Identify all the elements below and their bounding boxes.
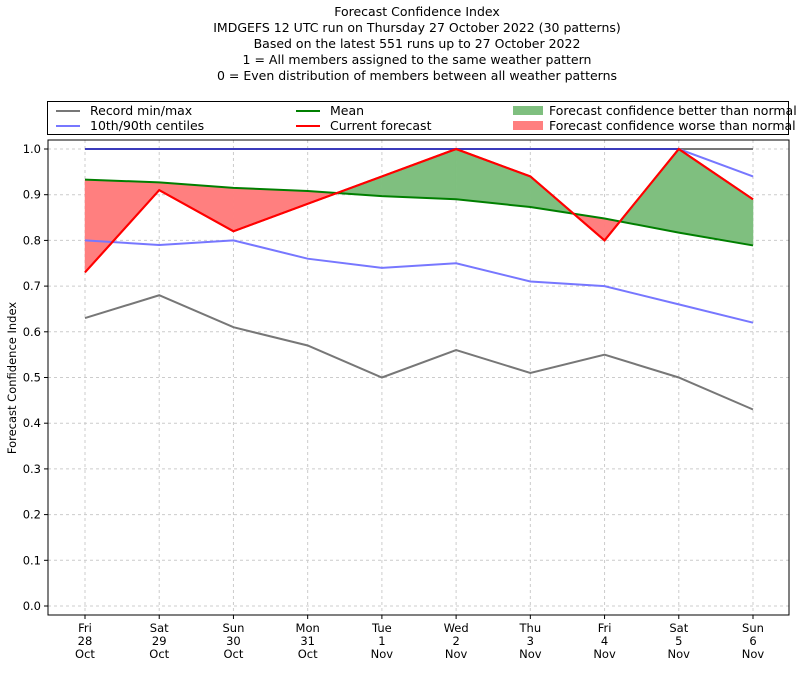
y-tick-label: 0.2 [23, 508, 41, 522]
x-tick-label: Sat [150, 621, 169, 635]
x-tick-label: 1 [378, 634, 385, 648]
legend-item-centiles: 10th/90th centiles [48, 118, 204, 133]
title-line-5: 0 = Even distribution of members between… [216, 68, 618, 83]
chart-title: Forecast Confidence Index IMDGEFS 12 UTC… [0, 4, 800, 84]
x-tick-label: Thu [519, 621, 542, 635]
legend-label: Mean [330, 103, 365, 118]
legend-swatch-centiles [56, 124, 80, 127]
legend-label: 10th/90th centiles [90, 118, 205, 133]
x-tick-label: 3 [527, 634, 534, 648]
x-tick-label: Sun [742, 621, 764, 635]
x-tick-label: Tue [371, 621, 392, 635]
title-line-4: 1 = All members assigned to the same wea… [242, 52, 592, 67]
fill-worse-than-normal [233, 187, 308, 232]
x-tick-label: 30 [226, 634, 241, 648]
legend-label: Forecast confidence worse than normal [549, 118, 796, 133]
legend-item-mean: Mean [288, 103, 364, 118]
fill-better-than-normal [455, 148, 531, 208]
x-tick-label: Nov [445, 647, 468, 661]
x-axis-ticks: Fri28OctSat29OctSun30OctMon31OctTue1NovW… [75, 615, 764, 661]
y-tick-label: 0.6 [23, 325, 41, 339]
legend-item-current-forecast: Current forecast [288, 118, 431, 133]
x-tick-label: Nov [668, 647, 691, 661]
title-line-2: IMDGEFS 12 UTC run on Thursday 27 Octobe… [213, 20, 621, 35]
y-axis-ticks: 0.0 0.1 0.2 0.3 0.4 0.5 0.6 0.7 0.8 0.9 1.0 [23, 142, 48, 613]
y-tick-label: 0.4 [23, 416, 41, 430]
x-tick-label: Sat [669, 621, 688, 635]
x-tick-label: 2 [452, 634, 459, 648]
x-tick-label: Sun [222, 621, 244, 635]
y-tick-label: 0.7 [23, 279, 41, 293]
x-tick-label: Oct [149, 647, 169, 661]
legend-label: Forecast confidence better than normal [549, 103, 797, 118]
x-tick-label: 4 [601, 634, 608, 648]
legend-item-record-min-max: Record min/max [48, 103, 192, 118]
x-tick-label: 28 [78, 634, 93, 648]
y-tick-label: 0.1 [23, 553, 41, 567]
confidence-fills [84, 148, 754, 274]
fill-better-than-normal [619, 148, 680, 233]
x-tick-label: Oct [223, 647, 243, 661]
x-tick-label: Nov [371, 647, 394, 661]
x-tick-label: Mon [296, 621, 320, 635]
y-tick-label: 0.5 [23, 371, 41, 385]
legend-swatch-better [513, 106, 543, 115]
y-axis-label: Forecast Confidence Index [5, 302, 19, 454]
series-line-mean [84, 178, 754, 247]
y-tick-label: 0.0 [23, 599, 41, 613]
x-tick-label: 6 [749, 634, 756, 648]
legend-swatch-worse [513, 121, 543, 130]
legend: Record min/max 10th/90th centiles Mean C… [47, 101, 797, 135]
x-tick-label: Oct [298, 647, 318, 661]
series-line-current-forecast-top [84, 147, 754, 274]
legend-swatch-mean [296, 109, 320, 112]
x-tick-label: Oct [75, 647, 95, 661]
x-tick-label: Wed [444, 621, 469, 635]
x-tick-label: 5 [675, 634, 682, 648]
x-tick-label: Fri [78, 621, 92, 635]
fill-better-than-normal [381, 148, 457, 200]
fill-worse-than-normal [84, 179, 160, 274]
x-tick-label: Fri [598, 621, 612, 635]
y-tick-label: 0.8 [23, 233, 41, 247]
x-tick-label: Nov [593, 647, 616, 661]
series-line-10th-centile [84, 239, 754, 324]
x-tick-label: Nov [742, 647, 765, 661]
legend-swatch-current [296, 124, 320, 127]
title-line-3: Based on the latest 551 runs up to 27 Oc… [253, 36, 581, 51]
x-tick-label: 31 [300, 634, 315, 648]
x-tick-label: 29 [152, 634, 167, 648]
legend-swatch-record [56, 109, 80, 112]
series-line-record-min [84, 294, 754, 411]
legend-label: Record min/max [90, 103, 193, 118]
y-tick-label: 0.3 [23, 462, 41, 476]
legend-item-better-than-normal: Forecast confidence better than normal [513, 103, 797, 118]
fill-worse-than-normal [158, 182, 234, 232]
y-tick-label: 1.0 [23, 142, 41, 156]
legend-label: Current forecast [330, 118, 432, 133]
title-line-1: Forecast Confidence Index [334, 4, 500, 19]
x-tick-label: Nov [519, 647, 542, 661]
y-tick-label: 0.9 [23, 188, 41, 202]
series-lines [84, 147, 754, 411]
legend-item-worse-than-normal: Forecast confidence worse than normal [513, 118, 796, 133]
